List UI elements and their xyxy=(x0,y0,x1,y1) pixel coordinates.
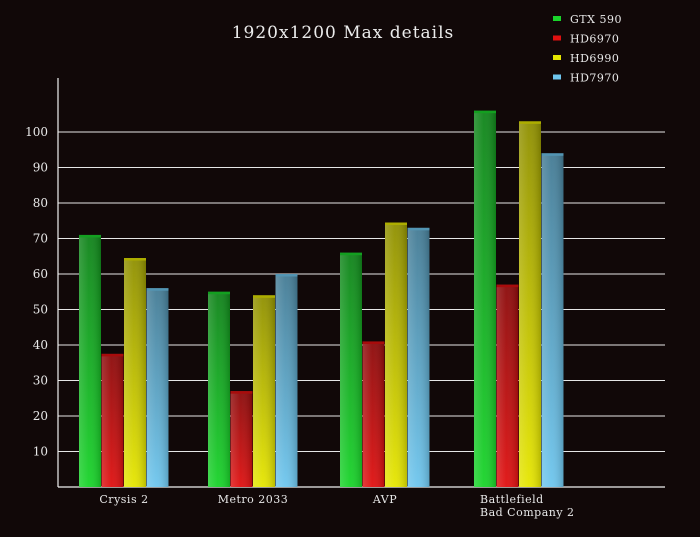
legend-item: GTX 590 xyxy=(553,13,622,26)
y-tick-label: 80 xyxy=(33,196,48,210)
bar xyxy=(496,284,519,487)
legend-item: HD7970 xyxy=(553,72,619,85)
bar xyxy=(407,227,430,487)
bars xyxy=(79,110,564,488)
y-tick-label: 60 xyxy=(33,267,48,281)
legend-swatch xyxy=(553,16,561,21)
legend-item: HD6990 xyxy=(553,52,619,65)
legend-label: HD6970 xyxy=(570,33,619,46)
x-tick-label: Battlefield xyxy=(480,493,544,506)
y-tick-label: 100 xyxy=(25,125,48,139)
chart-title: 1920x1200 Max details xyxy=(232,23,455,43)
y-tick-label: 20 xyxy=(33,409,48,423)
y-axis-ticks: 10 20 30 40 50 60 70 80 90 100 xyxy=(25,125,48,459)
bar xyxy=(79,234,101,487)
bar xyxy=(208,291,230,487)
bar xyxy=(541,153,564,488)
bar xyxy=(146,288,169,487)
y-tick-label: 40 xyxy=(33,338,48,352)
legend-item: HD6970 xyxy=(553,33,619,46)
legend: GTX 590 HD6970 HD6990 HD7970 xyxy=(553,13,622,85)
legend-label: GTX 590 xyxy=(570,13,622,26)
legend-swatch xyxy=(553,74,561,80)
bar xyxy=(385,222,407,487)
x-tick-label: AVP xyxy=(372,493,397,506)
bar xyxy=(519,121,541,487)
bar xyxy=(124,258,146,487)
bar xyxy=(230,391,253,487)
bar xyxy=(275,274,298,487)
y-tick-label: 70 xyxy=(33,232,48,246)
bar xyxy=(253,295,275,487)
legend-swatch xyxy=(553,35,561,41)
y-tick-label: 30 xyxy=(33,374,48,388)
x-tick-label: Metro 2033 xyxy=(218,493,289,506)
legend-label: HD7970 xyxy=(570,72,619,85)
legend-label: HD6990 xyxy=(570,52,619,65)
bar xyxy=(101,353,124,487)
y-tick-label: 50 xyxy=(33,303,48,317)
y-tick-label: 10 xyxy=(33,445,48,459)
x-tick-label: Bad Company 2 xyxy=(480,506,575,519)
x-tick-label: Crysis 2 xyxy=(99,493,148,506)
bar xyxy=(474,110,496,487)
legend-swatch xyxy=(553,55,561,60)
bar xyxy=(362,341,385,487)
y-tick-label: 90 xyxy=(33,161,48,175)
bar xyxy=(340,252,362,487)
